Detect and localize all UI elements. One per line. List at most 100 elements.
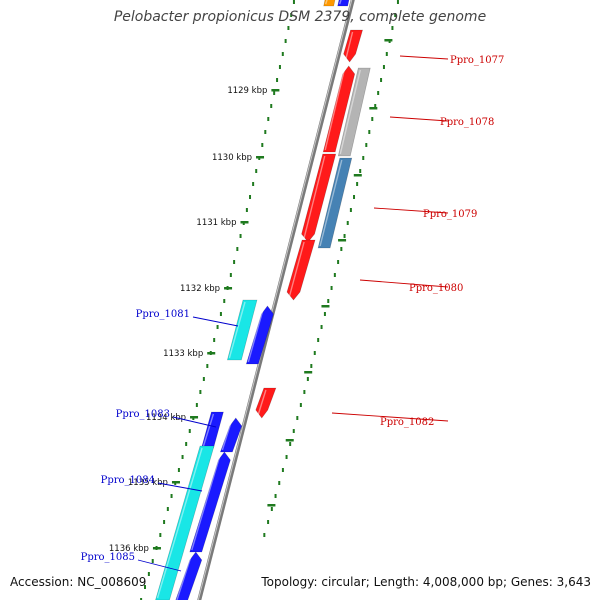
guide-dot-outer	[317, 338, 320, 342]
guide-dot-outer	[359, 169, 362, 173]
leader-line	[331, 412, 449, 422]
accession-text: Accession: NC_008609	[10, 575, 147, 589]
guide-dot-inner	[151, 559, 154, 563]
guide-dot-inner	[249, 195, 252, 199]
leader-line	[157, 482, 203, 492]
label-leader-lines	[137, 55, 449, 572]
tick-mark-outer	[369, 107, 378, 110]
guide-dot-inner	[206, 364, 209, 368]
guide-dot-inner	[233, 260, 236, 264]
map-title: Pelobacter propionicus DSM 2379, complet…	[113, 9, 487, 25]
genome-backbone	[196, 0, 355, 605]
guide-dot-inner	[166, 507, 169, 511]
guide-dot-outer	[306, 377, 309, 381]
guide-dot-outer	[267, 520, 270, 524]
guide-dot-outer	[346, 221, 349, 225]
tick-label: 1131 kbp	[196, 218, 236, 228]
guide-dot-outer	[349, 208, 352, 212]
gene-blue-top	[337, 0, 350, 7]
gene-label-forward: Ppro_1083	[116, 409, 170, 420]
gene-ppro-1081-cyan	[226, 299, 258, 361]
guide-dot-outer	[292, 429, 295, 433]
guide-dot-inner	[239, 234, 242, 238]
guide-dot-inner	[252, 182, 255, 186]
gene-blue-top-shine	[339, 0, 342, 5]
guide-dot-outer	[330, 286, 333, 290]
gene-ppro-1081	[245, 305, 274, 365]
tick-mark-outer	[304, 371, 313, 374]
tick-mark	[240, 221, 249, 224]
guide-dot-outer	[362, 156, 365, 160]
guide-dot-outer	[371, 117, 374, 121]
guide-dot-outer	[356, 182, 359, 186]
gene-ppro-1081-shine	[247, 307, 265, 363]
guide-dot-outer	[263, 533, 266, 537]
guide-dot-inner	[281, 52, 284, 56]
gene-ppro-1083	[201, 411, 224, 449]
guide-dot-outer	[365, 143, 368, 147]
tick-label: 1133 kbp	[163, 349, 203, 359]
gene-ppro-1081-cyan-shine	[228, 301, 246, 359]
guide-dot-inner	[219, 312, 222, 316]
guide-dot-inner	[163, 520, 166, 524]
guide-dot-inner	[270, 104, 273, 108]
tick-mark-outer	[338, 239, 347, 242]
guide-dot-outer	[303, 390, 306, 394]
tick-mark	[207, 352, 216, 355]
gene-ppro-1077-shine	[344, 31, 354, 61]
guide-dot-outer	[391, 26, 394, 30]
guide-dot-inner	[144, 585, 147, 589]
tick-mark-outer	[321, 305, 330, 308]
guide-dot-inner	[181, 455, 184, 459]
guide-dot-inner	[229, 273, 232, 277]
gene-label-reverse: Ppro_1080	[409, 283, 463, 294]
gene-ppro-1078-shine	[324, 67, 346, 151]
tick-label: 1134 kbp	[146, 413, 186, 423]
tick-mark	[152, 547, 161, 550]
guide-dot-outer	[333, 273, 336, 277]
gene-ppro-1079	[301, 153, 337, 243]
guide-dot-outer	[380, 78, 383, 82]
guide-dot-outer	[310, 364, 313, 368]
guide-dot-outer	[296, 416, 299, 420]
guide-dot-outer	[377, 91, 380, 95]
gene-ppro-1083-b-shine	[221, 419, 233, 451]
guide-dot-inner	[255, 169, 258, 173]
guide-dot-outer	[337, 260, 340, 264]
gene-orange-shine	[325, 0, 328, 5]
guide-dot-outer	[396, 0, 399, 4]
guide-dot-inner	[292, 0, 295, 4]
guide-dot-inner	[264, 130, 267, 134]
gene-ppro-1077	[343, 29, 363, 63]
gene-label-reverse: Ppro_1078	[440, 117, 494, 128]
gene-label-forward: Ppro_1081	[136, 309, 190, 320]
guide-dot-outer	[281, 468, 284, 472]
gene-ppro-1078	[322, 65, 356, 153]
leader-line	[399, 55, 449, 60]
guide-dot-outer	[340, 247, 343, 251]
tick-label: 1136 kbp	[109, 544, 149, 554]
tick-marks: 1129 kbp 1130 kbp 1131 kbp 1132 kbp 1133 kbp…	[109, 39, 393, 554]
guide-dot-inner	[267, 117, 270, 121]
guide-dot-outer	[374, 104, 377, 108]
tick-label: 1130 kbp	[212, 153, 252, 163]
guide-dot-inner	[223, 299, 226, 303]
guide-dot-outer	[343, 234, 346, 238]
leader-line	[192, 316, 239, 327]
tick-mark-outer	[353, 174, 362, 177]
gene-label-forward: Ppro_1084	[101, 475, 155, 486]
guide-dot-inner	[177, 468, 180, 472]
guide-dot-outer	[285, 455, 288, 459]
tick-mark-outer	[285, 439, 294, 442]
gene-ppro-1080	[286, 239, 316, 301]
gene-ppro-1085-shine	[175, 553, 193, 604]
tick-mark	[271, 89, 280, 92]
leader-line	[373, 207, 449, 214]
guide-dot-outer	[382, 65, 385, 69]
guide-dot-inner	[213, 338, 216, 342]
guide-dot-inner	[236, 247, 239, 251]
guide-dot-outer	[327, 299, 330, 303]
tick-label: 1132 kbp	[180, 284, 220, 294]
